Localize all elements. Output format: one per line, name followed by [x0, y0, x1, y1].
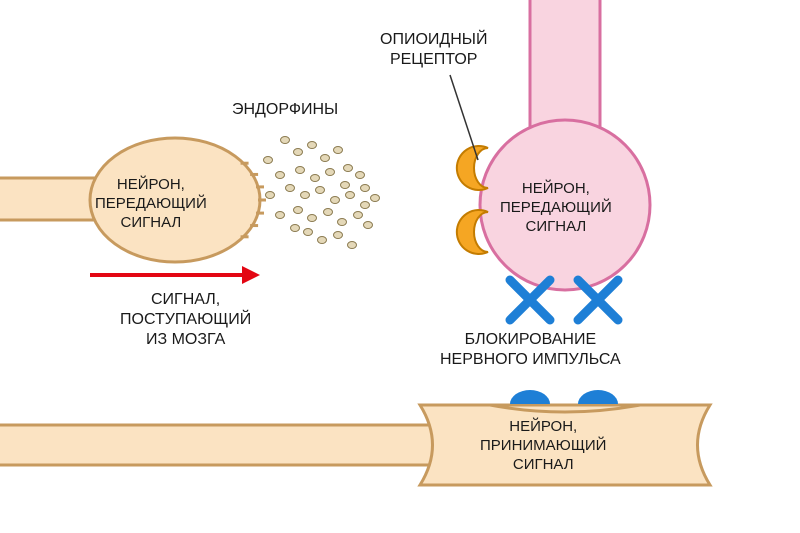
label-signal-from-brain: СИГНАЛ,ПОСТУПАЮЩИЙИЗ МОЗГА — [120, 290, 251, 350]
label-neuron-sending-left: НЕЙРОН,ПЕРЕДАЮЩИЙСИГНАЛ — [95, 176, 207, 232]
label-neuron-sending-right: НЕЙРОН,ПЕРЕДАЮЩИЙСИГНАЛ — [500, 180, 612, 236]
label-endorphins: ЭНДОРФИНЫ — [232, 100, 338, 120]
neuron-diagram — [0, 0, 800, 533]
label-blocking-impulse: БЛОКИРОВАНИЕНЕРВНОГО ИМПУЛЬСА — [440, 330, 621, 370]
label-opioid-receptor: ОПИОИДНЫЙРЕЦЕПТОР — [380, 30, 487, 70]
label-neuron-receiving: НЕЙРОН,ПРИНИМАЮЩИЙСИГНАЛ — [480, 418, 606, 474]
